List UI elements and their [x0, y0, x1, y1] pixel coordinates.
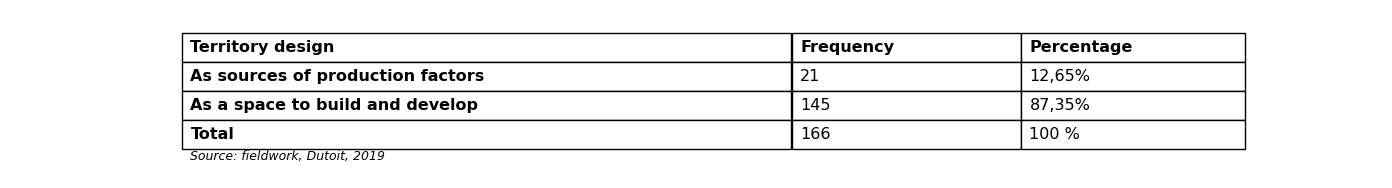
Text: Source: fieldwork, Dutoit, 2019: Source: fieldwork, Dutoit, 2019 [191, 150, 386, 163]
Bar [1020, 120, 1246, 149]
Bar [182, 33, 791, 62]
Text: As sources of production factors: As sources of production factors [191, 69, 484, 84]
Text: As a space to build and develop: As a space to build and develop [191, 98, 479, 113]
Bar [792, 33, 1022, 62]
Bar [1020, 33, 1246, 62]
Text: Frequency: Frequency [800, 40, 894, 55]
Text: 100 %: 100 % [1030, 127, 1080, 142]
Text: 87,35%: 87,35% [1030, 98, 1090, 113]
Text: 21: 21 [800, 69, 821, 84]
Bar [182, 62, 791, 91]
Bar [1020, 91, 1246, 120]
Bar [792, 120, 1022, 149]
Text: 166: 166 [800, 127, 831, 142]
Bar [182, 120, 791, 149]
Text: 12,65%: 12,65% [1030, 69, 1090, 84]
Bar [1020, 62, 1246, 91]
Text: Territory design: Territory design [191, 40, 334, 55]
Bar [182, 91, 791, 120]
Bar [792, 62, 1022, 91]
Text: Total: Total [191, 127, 234, 142]
Text: 145: 145 [800, 98, 831, 113]
Bar [792, 91, 1022, 120]
Text: Percentage: Percentage [1030, 40, 1133, 55]
